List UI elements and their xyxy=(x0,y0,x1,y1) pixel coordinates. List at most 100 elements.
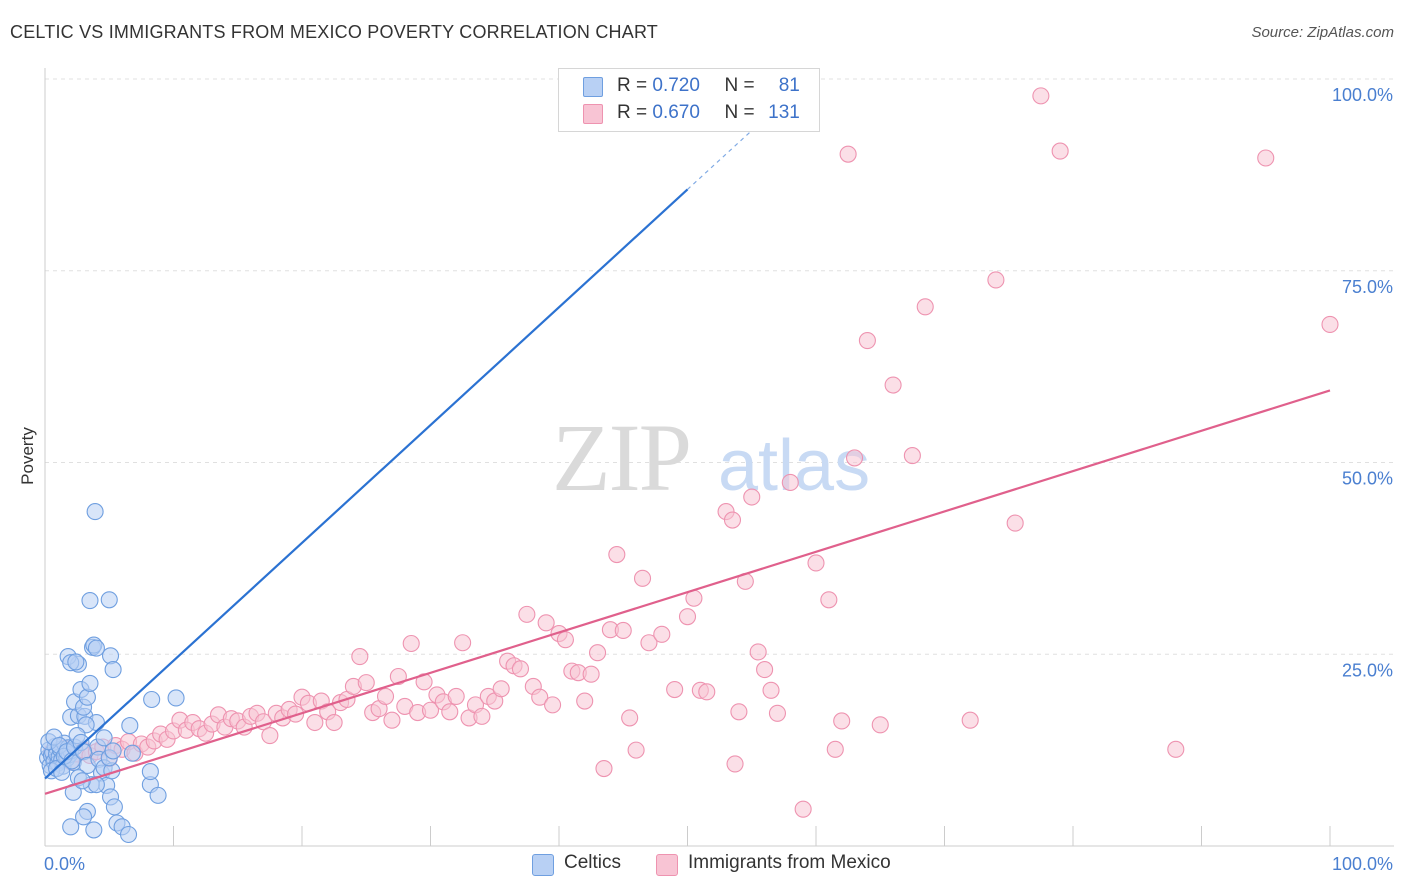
mexico-point xyxy=(325,713,343,732)
celtics-point xyxy=(101,647,120,665)
series-legend: Celtics Immigrants from Mexico xyxy=(0,852,1406,878)
celtics-point xyxy=(62,818,80,836)
mexico-point xyxy=(627,741,645,759)
mexico-point xyxy=(447,687,465,705)
mexico-point xyxy=(987,271,1005,289)
mexico-point xyxy=(743,488,761,506)
y-tick-label: 100.0% xyxy=(1332,85,1393,105)
mexico-point xyxy=(653,625,671,643)
watermark-zip: ZIP xyxy=(552,404,690,511)
mexico-point xyxy=(961,711,979,729)
mexico-point xyxy=(441,703,459,721)
watermark: ZIP atlas xyxy=(552,404,870,511)
y-tick-label: 25.0% xyxy=(1342,660,1393,680)
celtics-point xyxy=(104,661,122,679)
mexico-point xyxy=(666,680,684,699)
source-credit: Source: ZipAtlas.com xyxy=(1251,24,1394,41)
celtics-point xyxy=(81,592,99,610)
celtics-point xyxy=(141,763,159,781)
celtics-point xyxy=(121,717,139,735)
mexico-point xyxy=(794,800,812,818)
r-value-mexico: 0.670 xyxy=(652,102,700,123)
mexico-point xyxy=(916,298,934,316)
mexico-point xyxy=(531,688,549,706)
celtics-regression-line xyxy=(44,188,689,780)
mexico-point xyxy=(306,713,324,732)
mexico-legend-label: Immigrants from Mexico xyxy=(688,852,891,873)
celtics-point xyxy=(78,688,96,706)
mexico-point xyxy=(351,648,369,666)
celtics-point xyxy=(104,742,122,760)
mexico-point xyxy=(454,634,472,652)
celtics-point xyxy=(67,653,85,671)
celtics-regression-extension xyxy=(687,130,753,190)
mexico-point xyxy=(261,727,279,745)
mexico-point xyxy=(518,605,536,623)
r-value-celtics: 0.720 xyxy=(652,75,700,96)
mexico-point xyxy=(492,680,510,698)
celtics-point xyxy=(75,808,93,826)
mexico-point xyxy=(537,614,555,632)
celtics-point xyxy=(119,825,138,844)
mexico-swatch xyxy=(583,104,603,124)
mexico-point xyxy=(544,696,562,714)
mexico-point xyxy=(768,704,787,722)
y-tick-label: 50.0% xyxy=(1342,469,1393,489)
mexico-point xyxy=(781,473,799,491)
correlation-legend: R = 0.720 N = 81 R = 0.670 N = 131 xyxy=(558,68,820,132)
mexico-point xyxy=(858,331,876,350)
mexico-point xyxy=(1257,149,1275,167)
grid-layer xyxy=(45,78,1394,655)
mexico-point xyxy=(884,376,902,394)
r-label: R = xyxy=(617,75,653,96)
mexico-point xyxy=(588,644,607,662)
celtics-point xyxy=(105,798,123,816)
celtics-point xyxy=(85,821,103,839)
y-axis-label: Poverty xyxy=(18,427,37,485)
mexico-point xyxy=(678,608,697,626)
mexico-point xyxy=(1167,740,1185,758)
axis-layer: 25.0% 50.0% 75.0% 100.0% 0.0% 100.0% xyxy=(44,68,1394,874)
mexico-point xyxy=(756,661,774,679)
n-label: N = xyxy=(724,102,760,123)
mexico-point xyxy=(383,711,401,729)
mexico-point xyxy=(723,511,742,529)
mexico-point xyxy=(807,554,825,572)
regression-lines xyxy=(44,130,1331,795)
mexico-point xyxy=(633,569,652,587)
mexico-regression-line xyxy=(44,389,1331,795)
mexico-point xyxy=(903,447,921,465)
x-tick-label: 100.0% xyxy=(1332,854,1393,874)
mexico-point xyxy=(595,759,613,778)
mexico-point xyxy=(402,634,420,653)
mexico-point xyxy=(1032,87,1050,105)
mexico-point xyxy=(726,755,744,773)
mexico-point xyxy=(839,145,857,163)
mexico-point xyxy=(376,687,395,705)
mexico-point xyxy=(845,449,864,467)
mexico-point xyxy=(762,681,780,699)
mexico-point xyxy=(640,634,658,652)
x-tick-label: 0.0% xyxy=(44,854,85,874)
n-value-celtics: 81 xyxy=(778,75,800,96)
mexico-point xyxy=(576,692,594,710)
celtics-point xyxy=(149,786,167,804)
celtics-point xyxy=(95,729,113,747)
mexico-point xyxy=(1321,315,1339,333)
mexico-point xyxy=(614,621,632,640)
mexico-point xyxy=(1051,142,1069,160)
n-value-mexico: 131 xyxy=(768,102,800,123)
celtics-legend-swatch xyxy=(532,854,554,876)
mexico-point xyxy=(826,740,844,758)
celtics-point xyxy=(87,639,105,657)
celtics-point xyxy=(123,744,141,762)
n-label: N = xyxy=(724,75,760,96)
mexico-point xyxy=(730,703,748,721)
series-celtics-points xyxy=(39,503,185,844)
mexico-point xyxy=(357,674,375,692)
celtics-point xyxy=(167,689,185,707)
mexico-point xyxy=(833,712,851,730)
mexico-point xyxy=(511,660,530,678)
mexico-point xyxy=(820,591,838,609)
